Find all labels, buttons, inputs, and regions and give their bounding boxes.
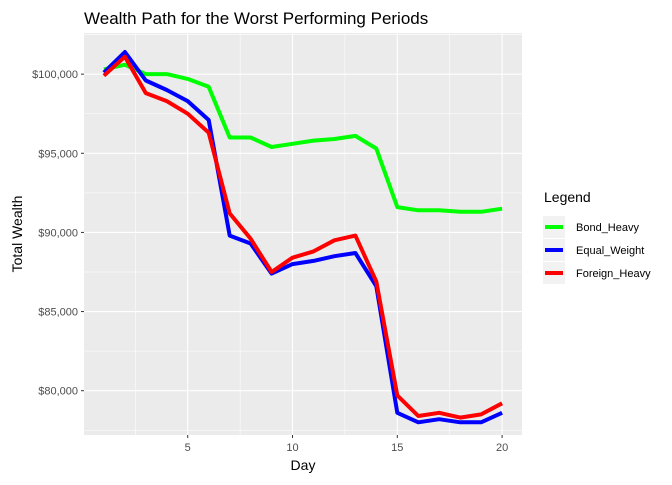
legend-title: Legend: [544, 189, 591, 205]
plot-panel: [84, 33, 522, 435]
x-axis-title: Day: [291, 457, 316, 473]
y-axis-title: Total Wealth: [9, 196, 25, 273]
x-tick-label: 5: [185, 442, 191, 454]
x-tick-label: 15: [391, 442, 403, 454]
y-tick-label: $90,000: [38, 227, 78, 239]
series-lines: [102, 50, 504, 425]
legend-label-foreign-heavy: Foreign_Heavy: [576, 268, 651, 280]
legend: Legend Bond_Heavy Equal_Weight Foreign_Hea…: [543, 189, 651, 284]
x-tick-label: 20: [496, 442, 508, 454]
series-line-bond-heavy: [103, 62, 503, 214]
legend-items: Bond_Heavy Equal_Weight Foreign_Heavy: [543, 216, 651, 284]
legend-label-equal-weight: Equal_Weight: [576, 245, 644, 257]
y-tick-label: $100,000: [32, 69, 78, 81]
chart-title: Wealth Path for the Worst Performing Per…: [84, 9, 428, 28]
y-tick-label: $85,000: [38, 307, 78, 319]
minor-gridlines: [84, 33, 522, 435]
series-line-equal-weight: [102, 50, 503, 425]
y-tick-label: $80,000: [38, 386, 78, 398]
x-axis: 5 10 15 20: [185, 435, 508, 454]
y-axis: $80,000 $85,000 $90,000 $95,000 $100,000: [32, 69, 84, 398]
series-line-foreign-heavy: [102, 54, 504, 420]
x-tick-label: 10: [286, 442, 298, 454]
legend-label-bond-heavy: Bond_Heavy: [576, 222, 639, 234]
y-tick-label: $95,000: [38, 148, 78, 160]
